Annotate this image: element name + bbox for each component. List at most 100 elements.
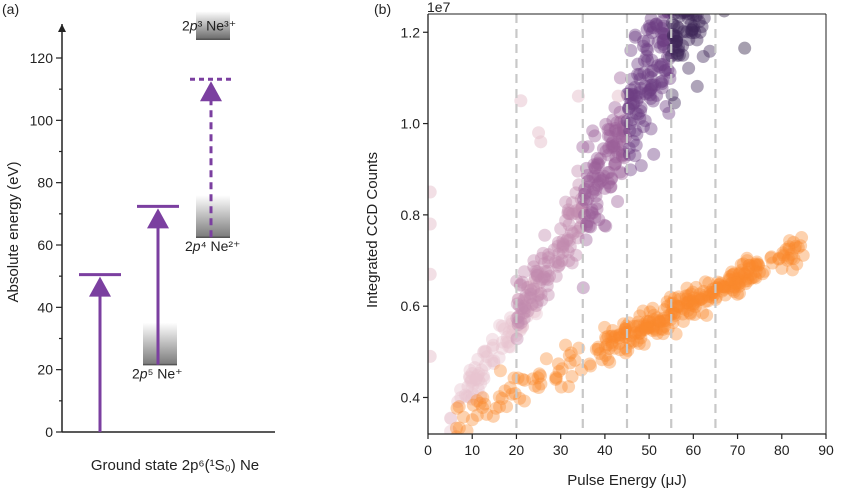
data-point	[618, 322, 632, 336]
data-point	[679, 292, 693, 306]
data-point	[775, 261, 789, 275]
data-point	[634, 159, 648, 173]
data-point	[686, 0, 699, 3]
y-tick-label: 0.6	[401, 298, 421, 314]
data-point	[597, 169, 611, 183]
data-point	[740, 254, 754, 268]
data-point	[516, 275, 530, 289]
data-point	[689, 14, 703, 23]
data-point	[512, 293, 526, 307]
data-point	[444, 424, 458, 434]
data-point	[525, 298, 539, 312]
data-point	[538, 272, 552, 286]
data-point	[645, 81, 659, 95]
data-point	[697, 290, 711, 304]
data-point	[647, 319, 661, 333]
data-point	[664, 49, 678, 63]
data-point	[681, 14, 695, 25]
data-point	[634, 331, 648, 345]
data-point	[586, 186, 600, 200]
data-point	[549, 370, 563, 384]
x-tick-label: 0	[424, 442, 432, 458]
data-point	[466, 379, 480, 393]
data-point	[502, 340, 516, 354]
data-point	[694, 292, 708, 306]
data-point	[551, 239, 565, 253]
data-point	[514, 321, 528, 335]
data-point	[698, 275, 712, 289]
data-point	[598, 320, 612, 334]
data-point	[613, 105, 627, 119]
data-point	[726, 267, 740, 281]
data-point	[694, 292, 708, 306]
data-point	[516, 302, 530, 316]
data-point	[625, 113, 639, 127]
data-point	[474, 389, 488, 403]
data-point	[732, 286, 746, 300]
data-point	[535, 272, 549, 286]
data-point	[562, 218, 576, 232]
data-point	[640, 23, 654, 37]
data-point	[680, 281, 694, 295]
data-point	[581, 215, 595, 229]
data-point	[686, 22, 700, 36]
data-point	[471, 369, 485, 383]
data-point	[577, 188, 591, 202]
data-point	[722, 279, 736, 293]
data-point	[685, 23, 699, 37]
energy-level-diagram: (a) Absolute energy (eV) 0 20 40 60 80 100 120…	[2, 1, 275, 474]
data-point	[639, 321, 653, 335]
data-point	[527, 260, 541, 274]
data-point	[603, 180, 617, 194]
data-point	[750, 257, 764, 271]
data-point	[607, 331, 621, 345]
data-point	[477, 372, 491, 386]
data-point	[537, 270, 551, 284]
data-point	[602, 166, 616, 180]
data-point	[451, 395, 465, 409]
data-point	[740, 271, 754, 285]
data-point	[618, 330, 632, 344]
data-point	[626, 88, 640, 102]
data-point	[562, 380, 576, 394]
data-point	[666, 28, 680, 42]
data-point	[495, 391, 509, 405]
data-point	[669, 38, 683, 52]
data-point	[574, 219, 588, 233]
data-point	[654, 75, 668, 89]
data-point	[656, 14, 670, 28]
data-point	[730, 287, 744, 301]
data-point	[456, 410, 470, 424]
y-tick-label: 1.2	[401, 24, 421, 40]
data-point	[650, 19, 664, 33]
data-point	[641, 54, 655, 68]
data-point	[454, 391, 468, 405]
ion-level-label: 2p³ Ne³⁺	[182, 17, 236, 33]
data-point	[613, 71, 627, 85]
data-point	[610, 116, 624, 130]
data-point	[670, 48, 684, 62]
scatter-series	[510, 164, 590, 346]
data-point	[454, 383, 468, 397]
data-point	[613, 330, 627, 344]
data-point	[692, 293, 706, 307]
data-point	[604, 172, 618, 186]
data-point	[689, 295, 703, 309]
data-point	[549, 372, 563, 386]
data-point	[640, 49, 654, 63]
data-point	[515, 302, 529, 316]
data-point	[752, 265, 766, 279]
data-point	[658, 64, 672, 78]
data-point	[592, 157, 606, 171]
data-point	[719, 0, 732, 6]
data-point	[657, 14, 670, 19]
data-point	[625, 87, 639, 101]
data-point	[598, 348, 612, 362]
data-point	[680, 296, 694, 310]
data-point	[722, 272, 736, 286]
data-point	[658, 303, 672, 317]
data-point	[561, 232, 575, 246]
data-point	[501, 335, 515, 349]
data-point	[462, 370, 476, 384]
data-point	[571, 231, 585, 245]
